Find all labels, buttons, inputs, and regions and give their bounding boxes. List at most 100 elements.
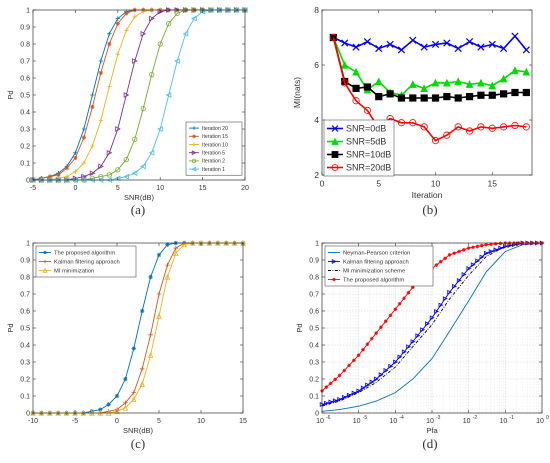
y-tick-label: 0.2 xyxy=(20,143,30,150)
legend-item: SNR=20dB xyxy=(327,163,391,173)
point-marker xyxy=(397,119,406,127)
point-marker xyxy=(332,277,336,282)
point-marker xyxy=(132,136,138,142)
y-tick-label: 0.9 xyxy=(309,257,319,264)
legend-label: Iteration 10 xyxy=(202,142,228,148)
point-marker xyxy=(191,158,197,164)
point-marker xyxy=(131,170,138,177)
point-marker xyxy=(140,366,145,371)
y-axis-label: Pd xyxy=(295,323,304,332)
point-marker xyxy=(191,166,197,172)
point-marker xyxy=(89,170,96,177)
point-marker xyxy=(388,313,393,318)
point-marker xyxy=(332,398,338,404)
y-axis-label: Pd xyxy=(6,323,15,332)
point-marker xyxy=(328,399,334,405)
y-tick-label: 0.4 xyxy=(309,342,319,349)
point-marker xyxy=(401,349,407,355)
legend-item: The proposed algorithm xyxy=(328,278,404,284)
point-marker xyxy=(73,169,78,174)
point-marker xyxy=(409,119,417,127)
point-marker xyxy=(498,241,503,246)
point-marker xyxy=(191,150,197,156)
point-marker xyxy=(90,92,95,98)
y-tick-label: 1 xyxy=(315,240,319,247)
point-marker xyxy=(181,241,188,248)
point-marker xyxy=(352,43,360,51)
point-marker xyxy=(115,16,120,21)
point-marker xyxy=(522,46,530,54)
point-marker xyxy=(374,77,383,86)
point-marker xyxy=(369,379,375,385)
legend-label: Iteration 1 xyxy=(202,167,225,173)
point-marker xyxy=(360,385,366,391)
series-snr-0db xyxy=(329,32,530,54)
point-marker xyxy=(123,92,130,98)
point-marker xyxy=(457,249,461,254)
point-marker xyxy=(115,52,120,57)
legend: SNR=0dB SNR=5dB SNR=10dB SNR=20dB xyxy=(323,119,395,177)
point-marker xyxy=(373,376,379,382)
point-marker xyxy=(331,125,339,132)
point-marker xyxy=(462,248,466,252)
y-tick-label: 0.7 xyxy=(309,291,319,298)
y-tick-label: 0.9 xyxy=(20,24,30,31)
point-marker xyxy=(356,353,361,357)
point-marker xyxy=(461,272,467,277)
legend-label: SNR=5dB xyxy=(346,137,386,147)
x-tick-label: 10 xyxy=(316,418,324,425)
point-marker xyxy=(488,124,496,132)
point-marker xyxy=(156,291,162,297)
point-marker xyxy=(420,94,428,102)
point-marker xyxy=(107,41,112,47)
legend-label: Kalman filtering approach xyxy=(54,260,120,266)
point-marker xyxy=(165,92,172,98)
x-axis-label: Pfa xyxy=(426,426,438,435)
point-marker xyxy=(166,20,172,27)
y-tick-label: 1 xyxy=(26,7,30,14)
legend-item: Iteration 20 xyxy=(189,126,228,132)
point-marker xyxy=(173,245,178,251)
point-marker xyxy=(420,123,428,131)
x-tick-exponent: -2 xyxy=(473,415,478,421)
x-tick-label: 0 xyxy=(73,185,77,192)
legend-item: MI minimization scheme xyxy=(328,269,405,275)
y-tick-label: 0 xyxy=(315,410,319,417)
point-marker xyxy=(431,137,440,145)
legend-label: The proposed algorithm xyxy=(343,278,404,284)
series-line xyxy=(321,242,542,407)
point-marker xyxy=(140,308,145,314)
legend-label: Iteration 2 xyxy=(202,159,225,165)
point-marker xyxy=(489,242,493,247)
point-marker xyxy=(470,262,476,268)
point-marker xyxy=(342,394,347,400)
point-marker xyxy=(454,123,462,131)
panel-b: 0 5 10 15 2 4 6 8 Iteration MI(nats) SNR=0dB SNR=5d… xyxy=(292,5,533,217)
point-marker xyxy=(122,404,129,411)
y-tick-label: 0.4 xyxy=(20,109,30,116)
point-marker xyxy=(115,21,120,26)
point-marker xyxy=(477,78,485,87)
legend-box xyxy=(185,121,243,176)
point-marker xyxy=(81,126,87,132)
legend-item: SNR=10dB xyxy=(327,150,391,160)
point-marker xyxy=(331,259,337,264)
y-tick-label: 0.2 xyxy=(20,376,30,383)
y-tick-label: 0.6 xyxy=(20,308,30,315)
point-marker xyxy=(465,93,474,101)
point-marker xyxy=(465,127,474,135)
legend-box xyxy=(324,245,434,287)
y-tick-label: 0.5 xyxy=(20,92,30,99)
point-marker xyxy=(409,94,417,102)
point-marker xyxy=(98,70,104,76)
point-marker xyxy=(140,163,146,170)
point-marker xyxy=(431,78,440,87)
point-marker xyxy=(425,321,430,327)
point-marker xyxy=(352,67,360,76)
point-marker xyxy=(420,327,426,333)
point-marker xyxy=(393,359,399,365)
point-marker xyxy=(397,46,406,54)
panel-label: (c) xyxy=(131,436,145,451)
legend-item: Kalman filtering approach xyxy=(328,259,409,266)
series-line xyxy=(321,242,543,412)
